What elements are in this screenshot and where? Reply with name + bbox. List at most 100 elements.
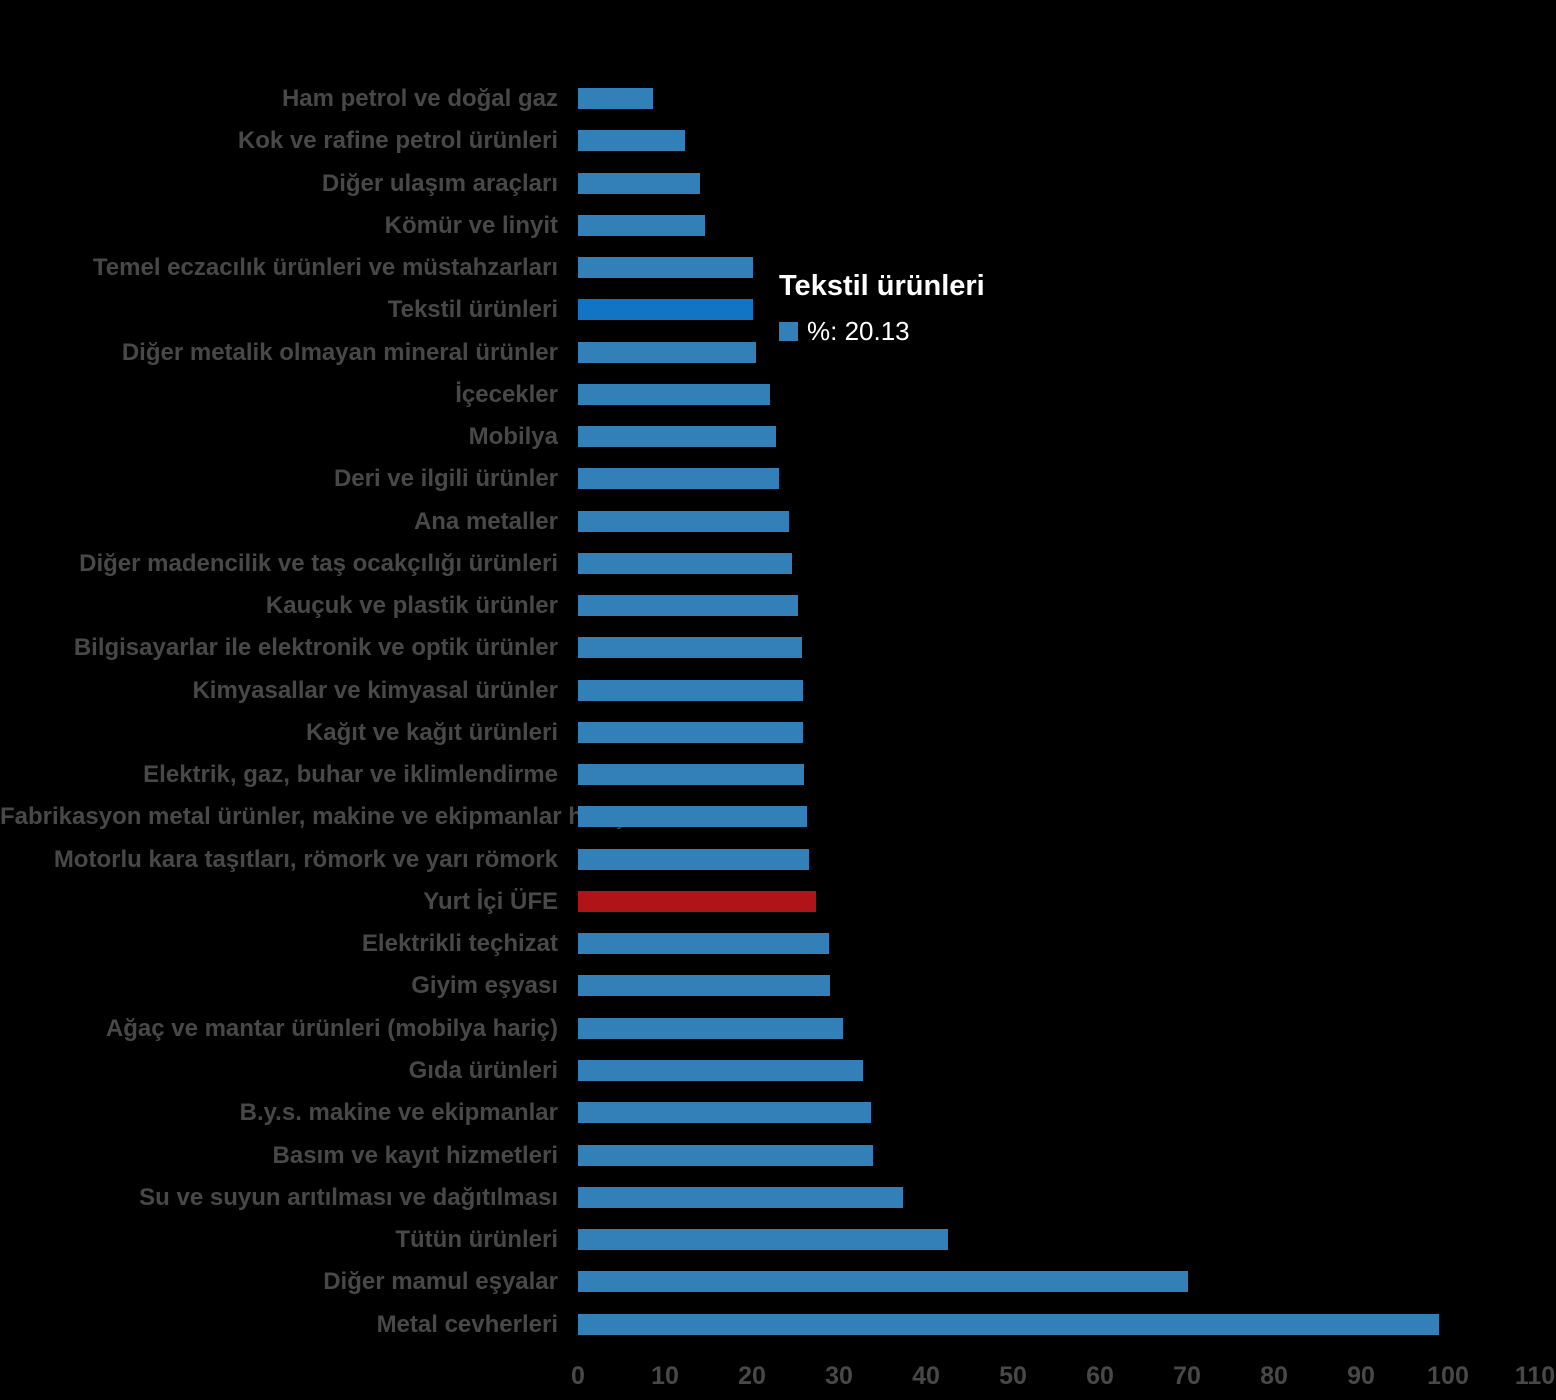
x-axis-tick-label: 10: [651, 1362, 679, 1390]
category-label: Diğer mamul eşyalar: [323, 1268, 558, 1295]
bar[interactable]: [578, 215, 705, 236]
x-axis-tick-label: 50: [999, 1362, 1027, 1390]
bar[interactable]: [578, 173, 700, 194]
bar-row: Su ve suyun arıtılması ve dağıtılması: [0, 1184, 1556, 1211]
bar[interactable]: [578, 722, 804, 743]
bar-row: Fabrikasyon metal ürünler, makine ve eki…: [0, 803, 1556, 830]
bar[interactable]: [578, 1060, 864, 1081]
bar-row: Kağıt ve kağıt ürünleri: [0, 719, 1556, 746]
bar-row: Tekstil ürünleri: [0, 296, 1556, 323]
x-axis-tick-label: 30: [825, 1362, 853, 1390]
category-label: Bilgisayarlar ile elektronik ve optik ür…: [73, 634, 558, 661]
category-label: B.y.s. makine ve ekipmanlar: [239, 1099, 558, 1126]
category-label: Diğer metalik olmayan mineral ürünler: [121, 339, 558, 366]
bar[interactable]: [578, 764, 805, 785]
bar-row: Tütün ürünleri: [0, 1226, 1556, 1253]
bar[interactable]: [578, 468, 779, 489]
category-label: Kağıt ve kağıt ürünleri: [305, 719, 558, 746]
tooltip-value-row: %: 20.13: [779, 316, 985, 347]
bar-row: Diğer mamul eşyalar: [0, 1268, 1556, 1295]
bar-row: Basım ve kayıt hizmetleri: [0, 1144, 1556, 1168]
tooltip-value: %: 20.13: [807, 316, 910, 346]
bar-row: Ağaç ve mantar ürünleri (mobilya hariç): [0, 1015, 1556, 1042]
bar[interactable]: [578, 595, 799, 616]
bar[interactable]: [578, 257, 753, 278]
bar[interactable]: [578, 130, 685, 151]
bar[interactable]: [578, 1145, 873, 1166]
category-label: Deri ve ilgili ürünler: [333, 465, 558, 492]
category-label: Elektrik, gaz, buhar ve iklimlendirme: [143, 761, 558, 788]
bar-row: Ham petrol ve doğal gaz: [0, 85, 1556, 112]
bar-row: Kok ve rafine petrol ürünleri: [0, 127, 1556, 154]
bar-row: Diğer madencilik ve taş ocakçılığı ürünl…: [0, 550, 1556, 577]
category-label: Mobilya: [468, 423, 558, 450]
category-label: Su ve suyun arıtılması ve dağıtılması: [139, 1184, 558, 1211]
bar[interactable]: [578, 88, 653, 109]
bar[interactable]: [578, 891, 816, 912]
bar[interactable]: [578, 1229, 948, 1250]
bar-row: Diğer metalik olmayan mineral ürünler: [0, 339, 1556, 366]
bar[interactable]: [578, 342, 756, 363]
bar[interactable]: [578, 849, 810, 870]
category-label: İçecekler: [455, 381, 558, 408]
x-axis-tick-label: 90: [1347, 1362, 1375, 1390]
bar-row: İçecekler: [0, 381, 1556, 408]
tooltip-title: Tekstil ürünleri: [779, 270, 985, 302]
x-axis-tick-label: 110: [1514, 1362, 1556, 1390]
bar[interactable]: [578, 511, 789, 532]
bar-row: Ana metaller: [0, 508, 1556, 535]
bar[interactable]: [578, 1018, 844, 1039]
bar-row: Motorlu kara taşıtları, römork ve yarı r…: [0, 846, 1556, 873]
category-label: Kimyasallar ve kimyasal ürünler: [192, 677, 558, 704]
x-axis-tick-label: 60: [1086, 1362, 1114, 1390]
bar[interactable]: [578, 933, 830, 954]
bar-row: Mobilya: [0, 423, 1556, 450]
bar[interactable]: [578, 637, 802, 658]
category-label: Tekstil ürünleri: [387, 296, 558, 323]
bar-row: Diğer ulaşım araçları: [0, 170, 1556, 197]
category-label: Motorlu kara taşıtları, römork ve yarı r…: [53, 846, 558, 873]
bar[interactable]: [578, 680, 803, 701]
category-label: Tütün ürünleri: [395, 1226, 558, 1253]
bar-row: Yurt İçi ÜFE: [0, 888, 1556, 915]
bar[interactable]: [578, 384, 771, 405]
tooltip-series-swatch: [779, 322, 798, 341]
category-label: Ana metaller: [413, 508, 558, 535]
category-label: Kömür ve linyit: [384, 212, 558, 239]
x-axis-tick-label: 70: [1173, 1362, 1201, 1390]
category-label: Fabrikasyon metal ürünler, makine ve eki…: [0, 803, 626, 830]
category-label: Giyim eşyası: [411, 972, 558, 999]
x-axis-tick-label: 80: [1260, 1362, 1288, 1390]
bar-row: Bilgisayarlar ile elektronik ve optik ür…: [0, 634, 1556, 661]
bar[interactable]: [578, 975, 831, 996]
bar-row: Elektrikli teçhizat: [0, 930, 1556, 957]
category-label: Gıda ürünleri: [408, 1057, 558, 1084]
bar-row: Giyim eşyası: [0, 972, 1556, 999]
bar[interactable]: [578, 1102, 872, 1123]
category-label: Ham petrol ve doğal gaz: [281, 85, 558, 112]
bar[interactable]: [578, 553, 792, 574]
bar[interactable]: [578, 426, 777, 447]
bar-row: Deri ve ilgili ürünler: [0, 465, 1556, 492]
bar-row: B.y.s. makine ve ekipmanlar: [0, 1099, 1556, 1126]
category-label: Diğer ulaşım araçları: [321, 170, 558, 197]
category-label: Kok ve rafine petrol ürünleri: [237, 127, 558, 154]
x-axis-tick-label: 40: [912, 1362, 940, 1390]
bar-row: Elektrik, gaz, buhar ve iklimlendirme: [0, 761, 1556, 788]
bar-row: Kömür ve linyit: [0, 212, 1556, 239]
bar[interactable]: [578, 1271, 1188, 1292]
category-label: Ağaç ve mantar ürünleri (mobilya hariç): [105, 1015, 558, 1042]
bar-row: Kauçuk ve plastik ürünler: [0, 592, 1556, 619]
bar[interactable]: [578, 1187, 903, 1208]
category-label: Metal cevherleri: [376, 1311, 558, 1338]
x-axis-tick-label: 0: [571, 1362, 585, 1390]
bar-highlighted[interactable]: [578, 299, 754, 320]
category-label: Yurt İçi ÜFE: [423, 888, 558, 915]
bar[interactable]: [578, 1314, 1440, 1335]
category-label: Elektrikli teçhizat: [361, 930, 558, 957]
tooltip: Tekstil ürünleri %: 20.13: [779, 270, 985, 347]
category-label: Diğer madencilik ve taş ocakçılığı ürünl…: [79, 550, 558, 577]
bar[interactable]: [578, 806, 807, 827]
category-label: Kauçuk ve plastik ürünler: [265, 592, 558, 619]
